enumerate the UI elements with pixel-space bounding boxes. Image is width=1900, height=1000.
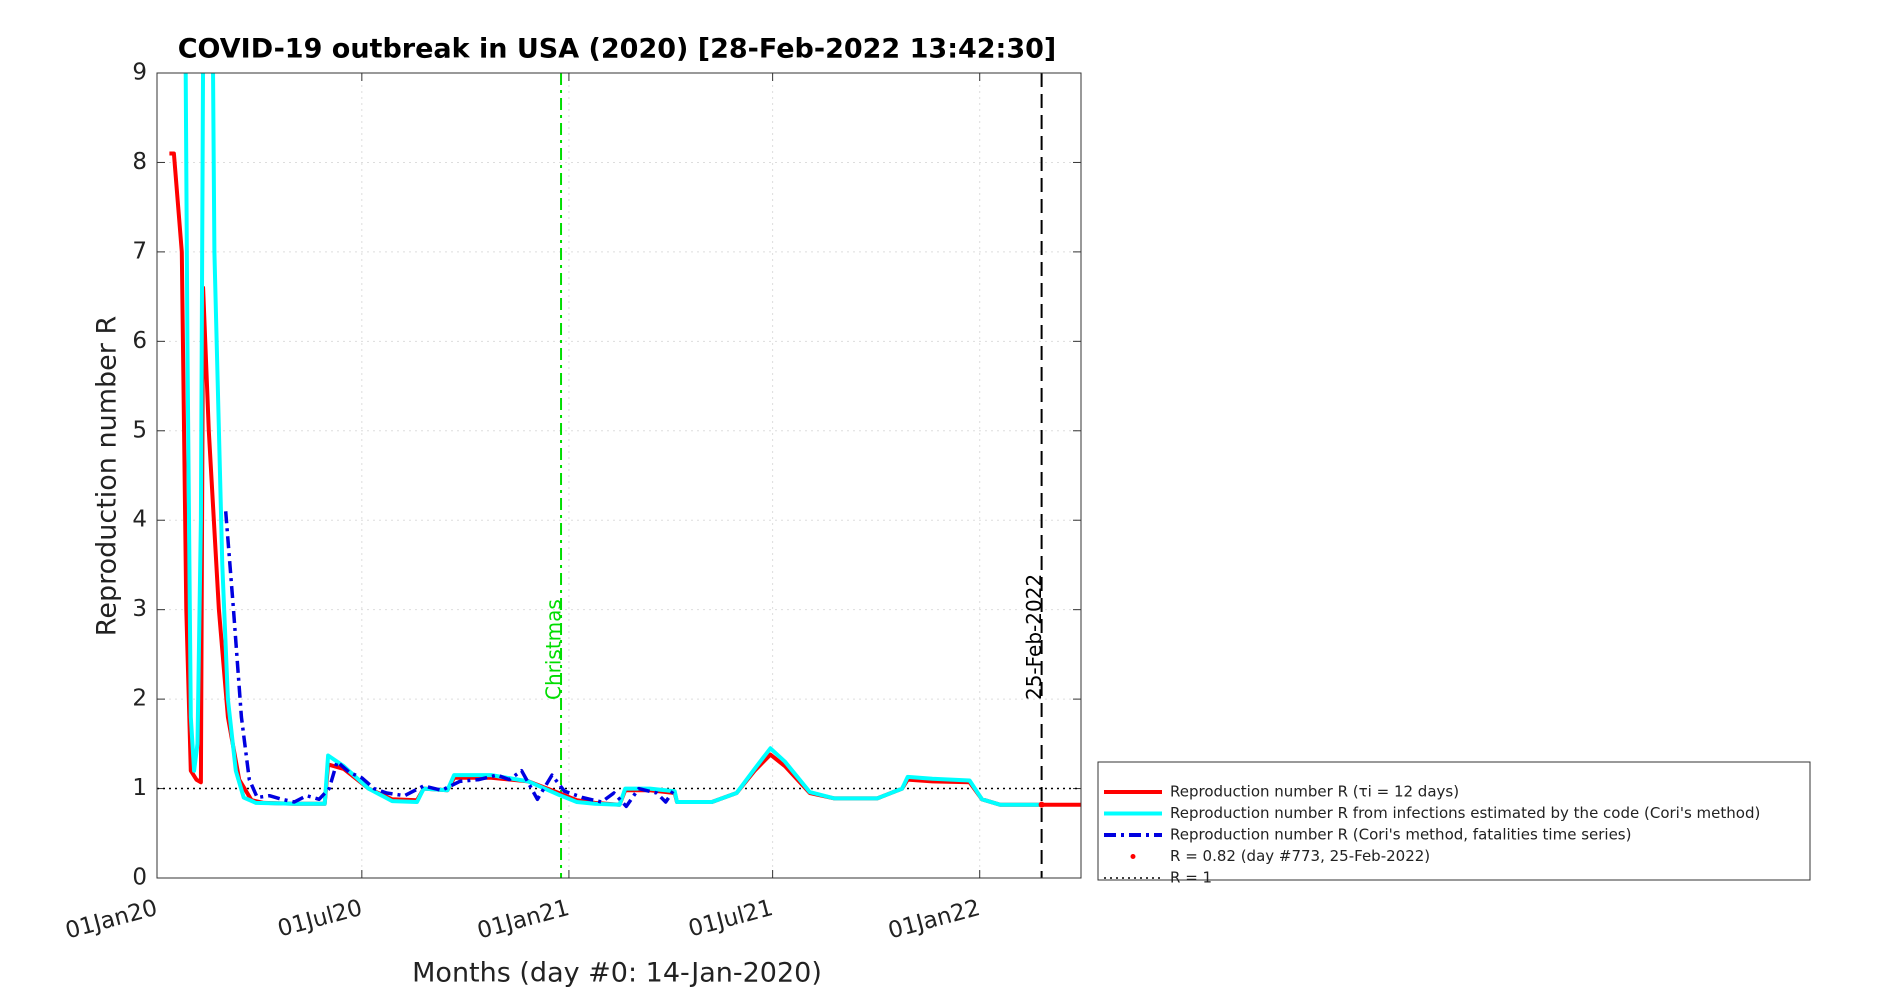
y-tick-label: 7 xyxy=(132,238,147,264)
legend-label: R = 0.82 (day #773, 25-Feb-2022) xyxy=(1170,847,1430,865)
x-tick-label: 01Jul20 xyxy=(275,895,365,942)
x-tick-label: 01Jul21 xyxy=(686,895,776,942)
y-tick-label: 5 xyxy=(132,417,147,443)
vertical-line-label: Christmas xyxy=(542,599,566,700)
marker-point xyxy=(1038,801,1045,808)
x-tick-label: 01Jan20 xyxy=(63,895,161,944)
series-line xyxy=(223,511,677,809)
y-tick-label: 4 xyxy=(132,507,147,533)
legend-swatch xyxy=(1130,854,1136,859)
legend-label: R = 1 xyxy=(1170,869,1212,887)
y-tick-label: 3 xyxy=(132,596,147,622)
lines xyxy=(157,73,1081,878)
y-tick-label: 2 xyxy=(132,686,147,712)
y-axis-label: Reproduction number R xyxy=(92,316,123,636)
x-tick-label: 01Jan21 xyxy=(475,895,573,944)
series-line xyxy=(183,73,1042,807)
y-tick-label: 1 xyxy=(132,775,147,801)
legend: Reproduction number R (τi = 12 days) Repr… xyxy=(1097,761,1811,887)
plot-area xyxy=(157,73,1081,878)
y-tick-label: 6 xyxy=(132,328,147,354)
y-tick-label: 0 xyxy=(132,865,147,891)
y-tick-label: 9 xyxy=(132,60,147,86)
x-axis-label: Months (day #0: 14-Jan-2020) xyxy=(412,958,822,989)
chart-title: COVID-19 outbreak in USA (2020) [28-Feb-… xyxy=(178,34,1057,65)
y-tick-label: 8 xyxy=(132,149,147,175)
legend-label: Reproduction number R (Cori's method, fa… xyxy=(1170,826,1631,844)
legend-label: Reproduction number R from infections es… xyxy=(1170,804,1760,822)
legend-box xyxy=(1097,761,1811,881)
plot-frame xyxy=(156,72,1082,879)
x-tick-label: 01Jan22 xyxy=(885,895,983,944)
vertical-line-label: 25-Feb-2022 xyxy=(1022,574,1046,700)
legend-label: Reproduction number R (τi = 12 days) xyxy=(1170,783,1459,801)
